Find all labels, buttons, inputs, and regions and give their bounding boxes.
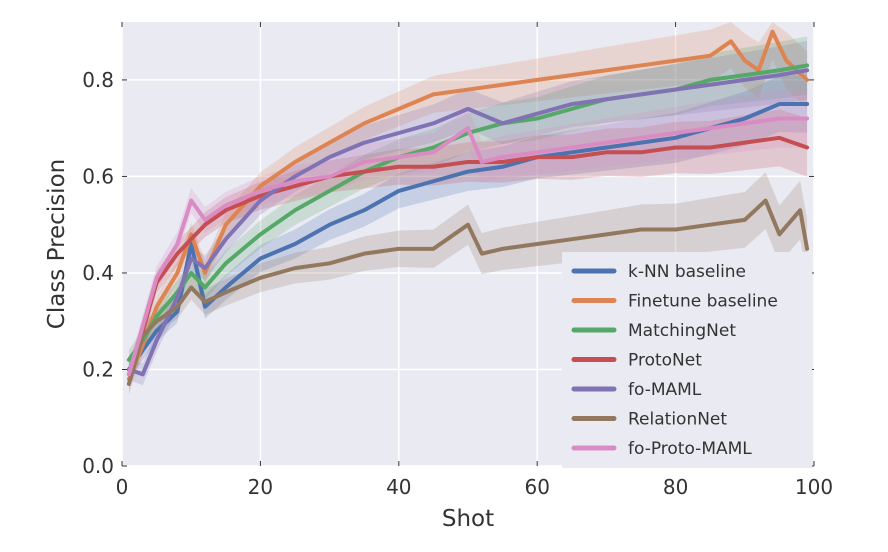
legend-label: fo-MAML	[628, 380, 702, 400]
grid	[121, 22, 815, 467]
series-line	[126, 29, 810, 382]
series-line	[126, 198, 810, 386]
legend-label: fo-Proto-MAML	[628, 439, 752, 459]
series-line	[126, 68, 810, 377]
legend-label: MatchingNet	[628, 321, 736, 341]
x-axis-ticks: 0 20 40 60 80 100	[116, 22, 833, 499]
confidence-band	[128, 36, 808, 371]
series-lines	[126, 29, 810, 386]
legend-label: RelationNet	[628, 410, 727, 430]
legend: k-NN baseline Finetune baseline MatchingNe…	[562, 252, 812, 468]
series-line	[126, 116, 810, 377]
series-line	[126, 102, 810, 372]
confidence-band	[128, 22, 808, 390]
y-tick-label: 0.8	[82, 68, 114, 92]
confidence-band	[128, 109, 808, 385]
x-tick-label: 0	[116, 475, 129, 499]
y-tick-label: 0.2	[82, 357, 114, 381]
x-axis-label: Shot	[442, 506, 494, 532]
series-line	[126, 135, 810, 377]
confidence-band	[128, 172, 808, 395]
x-tick-label: 40	[386, 475, 411, 499]
legend-label: Finetune baseline	[628, 292, 778, 312]
x-tick-label: 60	[524, 475, 549, 499]
y-axis-ticks: 0.0 0.2 0.4 0.6 0.8	[82, 68, 814, 478]
y-tick-label: 0.4	[82, 261, 114, 285]
x-tick-label: 20	[248, 475, 273, 499]
legend-label: ProtoNet	[628, 351, 702, 371]
x-tick-label: 80	[663, 475, 688, 499]
y-tick-label: 0.0	[82, 454, 114, 478]
y-axis-label: Class Precision	[44, 159, 70, 329]
legend-label: k-NN baseline	[628, 262, 746, 282]
confidence-band	[128, 88, 808, 386]
x-tick-label: 100	[795, 475, 833, 499]
y-tick-label: 0.6	[82, 164, 114, 188]
